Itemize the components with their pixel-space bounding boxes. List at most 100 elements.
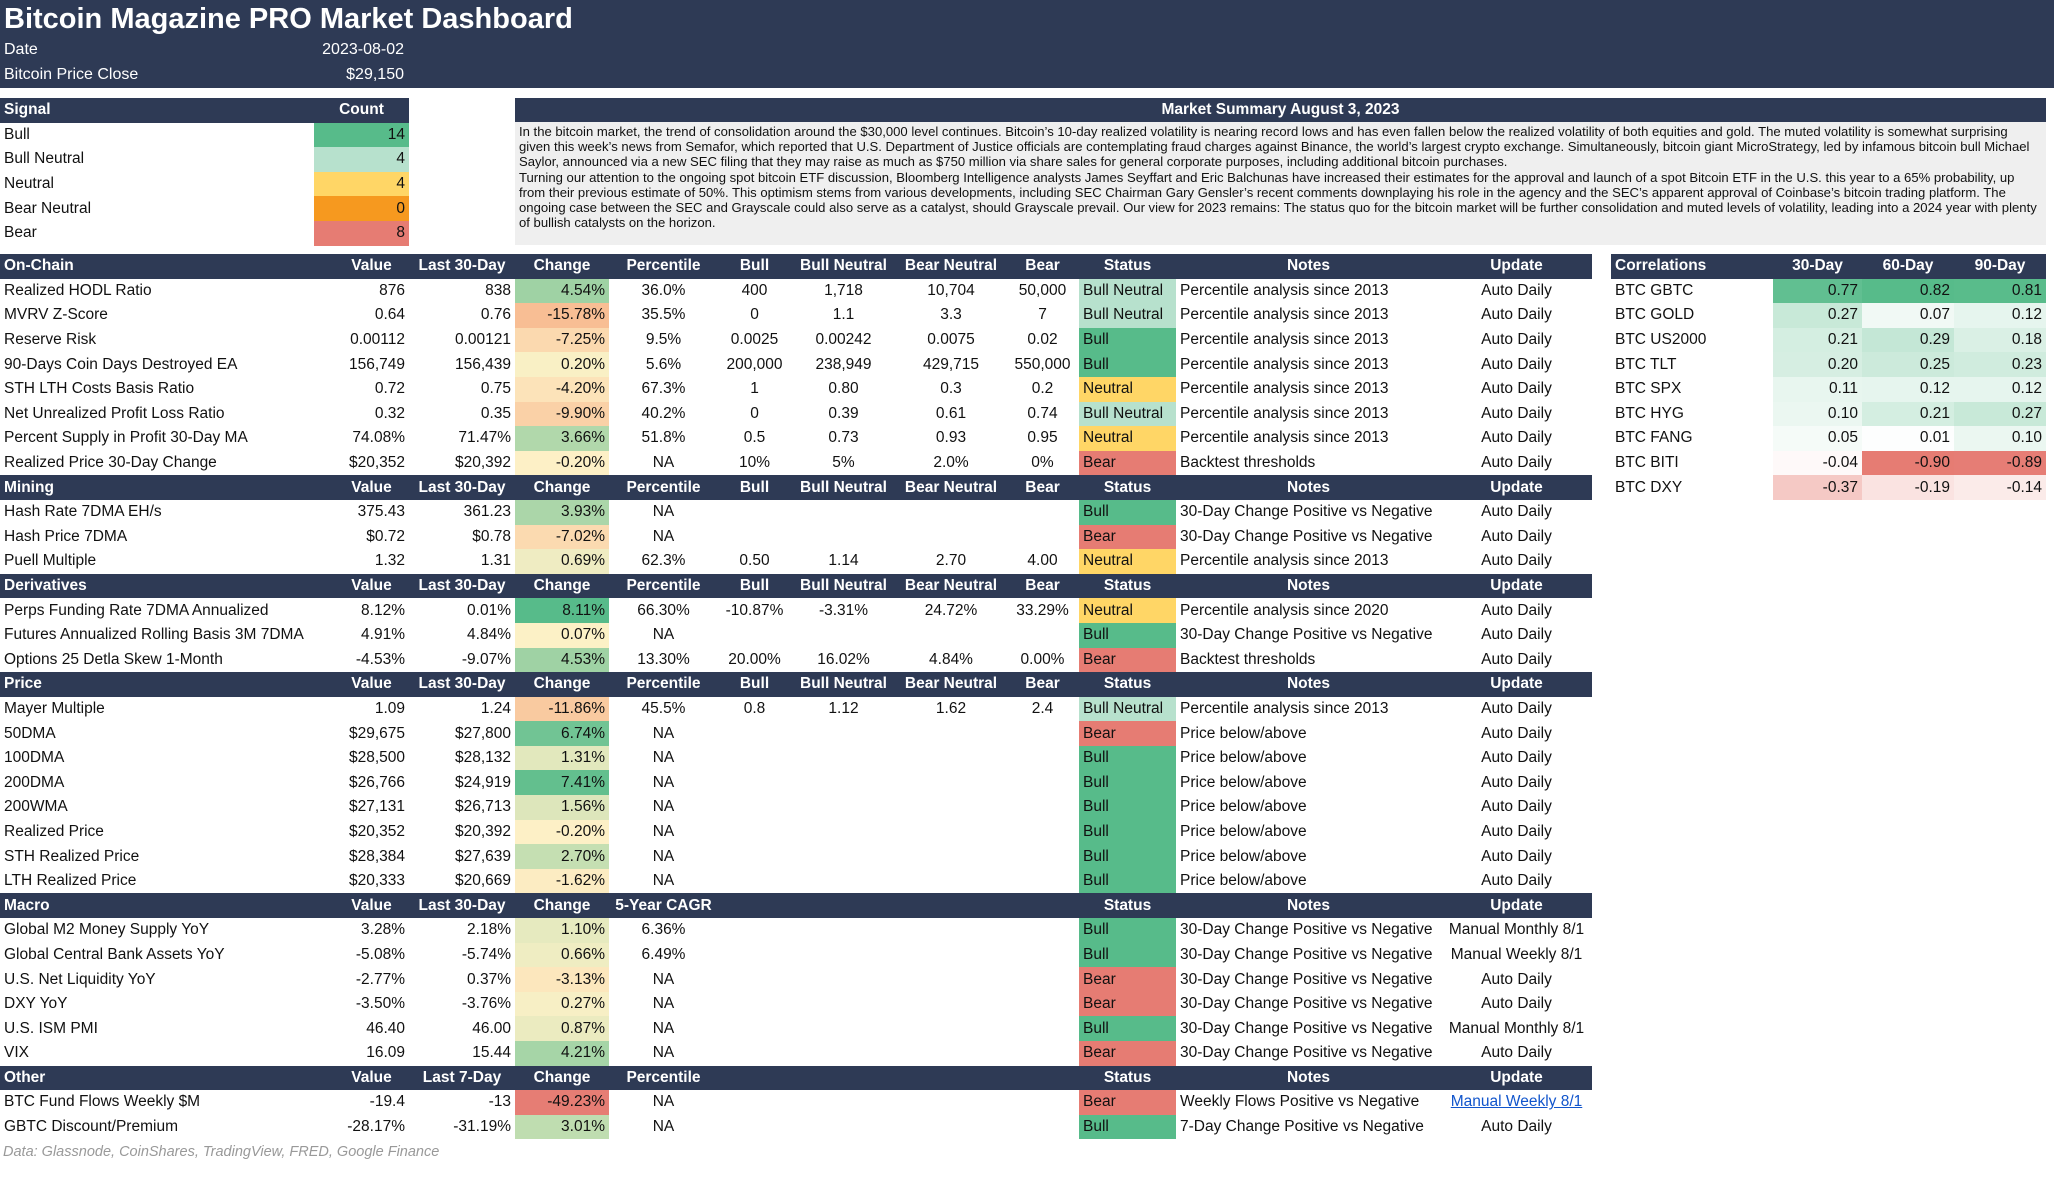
metric-cell: Futures Annualized Rolling Basis 3M 7DMA: [4, 626, 304, 644]
correlation-value: -0.89: [1954, 450, 2046, 476]
change-cell: -3.13%: [515, 967, 609, 992]
metric-cell: 46.00: [472, 1019, 511, 1037]
metric-row: Reserve Risk 0.00112 0.00121 -7.25% 9.5% 0.00…: [0, 327, 1592, 353]
metric-cell: Auto Daily: [1481, 1118, 1552, 1136]
metric-cell: Perps Funding Rate 7DMA Annualized: [4, 601, 269, 619]
empty-cell: [896, 844, 1006, 869]
metric-cell: $20,669: [454, 872, 511, 890]
update-link[interactable]: Manual Weekly 8/1: [1450, 1093, 1583, 1111]
metric-cell: 2.4: [1031, 699, 1054, 717]
status-cell: Bear: [1079, 647, 1176, 673]
empty-cell: [896, 721, 1006, 746]
metric-cell: 0%: [1031, 454, 1054, 472]
metric-cell: 71.47%: [458, 429, 511, 447]
metric-cell: 1.62: [935, 699, 967, 717]
metric-row: Hash Rate 7DMA EH/s 375.43 361.23 3.93% NA Bu…: [0, 499, 1592, 525]
metric-cell: 20.00%: [728, 650, 781, 668]
empty-cell: [718, 1016, 791, 1041]
metric-row: Puell Multiple 1.32 1.31 0.69% 62.3% 0.50 1.14…: [0, 549, 1592, 574]
column-header: Value: [334, 254, 409, 279]
column-header: Value: [334, 1065, 409, 1091]
empty-cell: [791, 869, 896, 894]
metric-cell: 0.35: [480, 404, 511, 422]
empty-cell: [718, 844, 791, 869]
metric-cell: NA: [652, 1044, 675, 1062]
metric-cell: 30-Day Change Positive vs Negative: [1180, 970, 1433, 988]
correlation-value: -0.04: [1773, 450, 1862, 476]
metric-cell: NA: [652, 724, 675, 742]
empty-cell: [791, 1016, 896, 1041]
empty-cell: [896, 525, 1006, 550]
status-cell: Neutral: [1079, 549, 1176, 574]
metric-cell: Auto Daily: [1481, 798, 1552, 816]
metric-cell: 0.00%: [1020, 650, 1065, 668]
status-cell: Bear: [1079, 450, 1176, 476]
column-header: Percentile: [609, 573, 718, 599]
column-header: Count: [314, 98, 409, 123]
status-cell: Bull: [1079, 868, 1176, 894]
footer-note: Data: Glassnode, CoinShares, TradingView…: [3, 1144, 440, 1160]
signal-name: Bull Neutral: [4, 150, 85, 168]
change-cell: 1.31%: [515, 745, 609, 771]
empty-header: [718, 1065, 791, 1091]
change-cell: -15.78%: [515, 303, 609, 328]
column-header: Change: [515, 1065, 609, 1091]
change-cell: -4.20%: [515, 376, 609, 402]
metric-cell: Net Unrealized Profit Loss Ratio: [4, 404, 225, 422]
status-cell: Bull: [1079, 942, 1176, 968]
column-header: Bull Neutral: [791, 475, 896, 500]
metric-cell: 400: [741, 281, 768, 299]
metric-cell: Hash Price 7DMA: [4, 527, 128, 545]
change-cell: -0.20%: [515, 819, 609, 845]
empty-cell: [896, 500, 1006, 525]
metric-cell: Percentile analysis since 2013: [1180, 699, 1389, 717]
signal-name: Bear: [4, 224, 37, 242]
metric-cell: Puell Multiple: [4, 552, 97, 570]
summary-title: Market Summary August 3, 2023: [515, 98, 2046, 122]
status-cell: Bull: [1079, 745, 1176, 771]
pair-name: BTC HYG: [1615, 404, 1684, 422]
change-cell: 3.01%: [515, 1114, 609, 1140]
field-label: Date: [4, 41, 38, 58]
metric-cell: Auto Daily: [1481, 1044, 1552, 1062]
status-cell: Bull Neutral: [1079, 696, 1176, 722]
metric-cell: Price below/above: [1180, 872, 1307, 890]
correlation-value: 0.20: [1773, 352, 1862, 377]
empty-cell: [1006, 525, 1079, 550]
metric-cell: 15.44: [472, 1044, 511, 1062]
empty-cell: [1006, 820, 1079, 845]
status-cell: Bull: [1079, 1016, 1176, 1041]
empty-cell: [718, 525, 791, 550]
metric-cell: 24.72%: [924, 601, 978, 619]
metric-cell: 30-Day Change Positive vs Negative: [1180, 945, 1433, 963]
metric-cell: -19.4: [369, 1093, 405, 1111]
column-header: Percentile: [609, 475, 718, 500]
correlation-value: -0.90: [1862, 450, 1954, 476]
field-value: 2023-08-02: [322, 41, 404, 58]
empty-cell: [791, 746, 896, 771]
metric-cell: 6.49%: [641, 945, 686, 963]
metric-cell: $28,384: [348, 847, 405, 865]
metric-cell: 1.1: [832, 306, 855, 324]
change-cell: 4.54%: [515, 278, 609, 304]
metric-cell: Price below/above: [1180, 798, 1307, 816]
column-header: Update: [1441, 573, 1592, 599]
empty-cell: [718, 721, 791, 746]
metric-cell: 156,439: [454, 355, 511, 373]
empty-cell: [718, 992, 791, 1017]
metric-cell: 30-Day Change Positive vs Negative: [1180, 626, 1433, 644]
status-cell: Neutral: [1079, 376, 1176, 402]
metric-cell: 50,000: [1018, 281, 1067, 299]
metric-cell: 1.09: [374, 699, 405, 717]
change-cell: 2.70%: [515, 844, 609, 869]
metric-cell: Auto Daily: [1481, 847, 1552, 865]
metric-cell: Percentile analysis since 2013: [1180, 552, 1389, 570]
section-header-row: Price Value Last 30-Day Change Percentile Bul…: [0, 672, 1592, 697]
metric-cell: Auto Daily: [1481, 995, 1552, 1013]
change-cell: -9.90%: [515, 401, 609, 427]
correlation-value: 0.27: [1954, 401, 2046, 427]
metric-cell: Auto Daily: [1481, 331, 1552, 349]
metric-cell: 1.24: [480, 699, 511, 717]
status-cell: Bull: [1079, 352, 1176, 377]
